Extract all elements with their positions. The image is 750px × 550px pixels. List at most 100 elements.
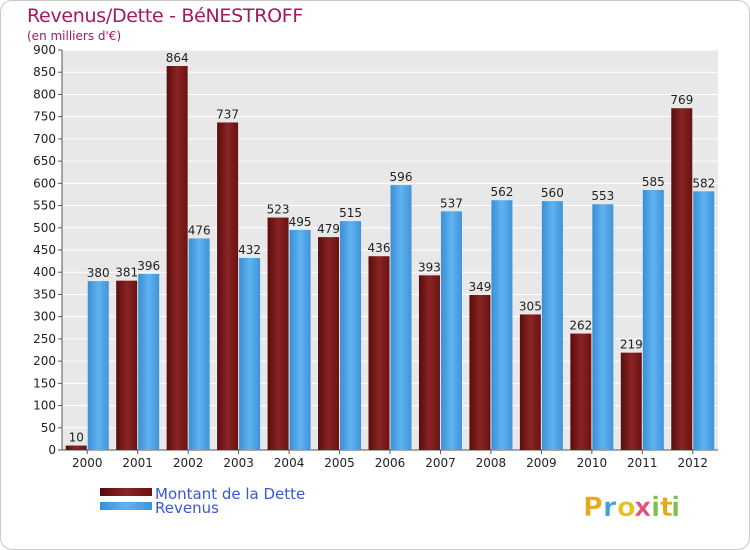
bar-revenus bbox=[491, 200, 513, 450]
logo-letter: t bbox=[660, 492, 673, 523]
bar-revenus bbox=[138, 274, 160, 450]
data-label: 585 bbox=[642, 175, 665, 189]
data-label: 537 bbox=[440, 196, 463, 210]
bars bbox=[65, 66, 715, 451]
bar-dette bbox=[318, 237, 340, 450]
x-axis-ticks: 2000 2001 2002 2003 2004 2005 2006 2007 2008 2009… bbox=[72, 450, 708, 470]
data-label: 596 bbox=[390, 170, 413, 184]
y-tick-label: 500 bbox=[33, 221, 56, 235]
bar-revenus bbox=[440, 211, 462, 450]
data-label: 436 bbox=[368, 241, 391, 255]
bar-revenus bbox=[239, 258, 261, 450]
data-label: 479 bbox=[317, 222, 340, 236]
x-tick-label: 2005 bbox=[324, 456, 355, 470]
x-tick-label: 2002 bbox=[173, 456, 204, 470]
bar-revenus bbox=[340, 221, 362, 450]
data-label: 393 bbox=[418, 260, 441, 274]
logo-letter: i bbox=[671, 492, 680, 523]
y-tick-label: 300 bbox=[33, 310, 56, 324]
logo-letter: r bbox=[603, 492, 617, 523]
data-label: 523 bbox=[267, 203, 290, 217]
data-label: 305 bbox=[519, 299, 542, 313]
bar-dette bbox=[620, 352, 642, 450]
bar-dette bbox=[368, 256, 390, 450]
logo-letter: i bbox=[651, 492, 660, 523]
y-tick-label: 100 bbox=[33, 399, 56, 413]
data-label: 562 bbox=[490, 185, 513, 199]
bar-revenus bbox=[592, 204, 614, 450]
data-label: 396 bbox=[137, 259, 160, 273]
bar-dette bbox=[671, 108, 693, 450]
bar-dette bbox=[65, 445, 87, 450]
data-label: 219 bbox=[620, 338, 643, 352]
bar-dette bbox=[570, 333, 592, 450]
bar-revenus bbox=[289, 230, 311, 450]
y-tick-label: 550 bbox=[33, 199, 56, 213]
y-tick-label: 350 bbox=[33, 287, 56, 301]
x-tick-label: 2003 bbox=[223, 456, 254, 470]
y-tick-label: 50 bbox=[41, 421, 56, 435]
chart-title: Revenus/Dette - BéNESTROFF bbox=[27, 5, 304, 27]
x-tick-label: 2007 bbox=[425, 456, 456, 470]
data-label: 349 bbox=[468, 280, 491, 294]
bar-revenus bbox=[87, 281, 109, 450]
legend-swatch-dette bbox=[100, 488, 152, 496]
data-label: 769 bbox=[670, 93, 693, 107]
x-tick-label: 2008 bbox=[476, 456, 507, 470]
bar-revenus bbox=[693, 191, 715, 451]
data-label: 380 bbox=[87, 266, 110, 280]
bar-dette bbox=[166, 66, 188, 450]
bar-dette bbox=[469, 294, 491, 450]
data-label: 432 bbox=[238, 243, 261, 257]
data-label: 737 bbox=[216, 107, 239, 121]
y-tick-label: 700 bbox=[33, 132, 56, 146]
bar-dette bbox=[267, 217, 289, 450]
y-tick-label: 650 bbox=[33, 154, 56, 168]
x-tick-label: 2011 bbox=[627, 456, 658, 470]
y-tick-label: 200 bbox=[33, 354, 56, 368]
chart-subtitle: (en milliers d'€) bbox=[27, 29, 122, 43]
y-tick-label: 450 bbox=[33, 243, 56, 257]
bar-dette bbox=[519, 314, 541, 450]
legend-label-dette: Montant de la Dette bbox=[155, 485, 305, 503]
data-label: 553 bbox=[591, 189, 614, 203]
y-tick-label: 0 bbox=[48, 443, 56, 457]
logo-letter: o bbox=[617, 492, 636, 523]
legend-swatch-revenus bbox=[100, 502, 152, 510]
x-tick-label: 2012 bbox=[677, 456, 708, 470]
data-label: 381 bbox=[115, 266, 138, 280]
data-label: 262 bbox=[569, 319, 592, 333]
y-tick-label: 400 bbox=[33, 265, 56, 279]
x-tick-label: 2006 bbox=[375, 456, 406, 470]
bar-revenus bbox=[541, 201, 563, 450]
data-label: 495 bbox=[289, 215, 312, 229]
logo-letter: P bbox=[583, 492, 603, 523]
y-tick-label: 150 bbox=[33, 376, 56, 390]
y-tick-label: 750 bbox=[33, 110, 56, 124]
legend-label-revenus: Revenus bbox=[155, 499, 219, 517]
logo-letter: x bbox=[634, 492, 651, 523]
bar-dette bbox=[116, 280, 138, 450]
bar-revenus bbox=[188, 238, 210, 450]
y-axis-ticks: 0 50 100 150 200 250 300 350 400 450 500 550 600 650 7… bbox=[33, 43, 718, 457]
data-label: 476 bbox=[188, 223, 211, 237]
x-tick-label: 2000 bbox=[72, 456, 103, 470]
data-label: 864 bbox=[166, 51, 189, 65]
bar-revenus bbox=[390, 185, 412, 450]
x-tick-label: 2010 bbox=[577, 456, 608, 470]
x-tick-label: 2001 bbox=[122, 456, 153, 470]
data-label: 582 bbox=[692, 176, 715, 190]
bar-dette bbox=[418, 275, 440, 450]
bar-revenus bbox=[642, 190, 664, 450]
bar-dette bbox=[217, 122, 239, 450]
data-label: 10 bbox=[69, 431, 84, 445]
y-tick-label: 900 bbox=[33, 43, 56, 57]
y-tick-label: 800 bbox=[33, 87, 56, 101]
x-tick-label: 2009 bbox=[526, 456, 557, 470]
y-tick-label: 250 bbox=[33, 332, 56, 346]
y-tick-label: 600 bbox=[33, 176, 56, 190]
